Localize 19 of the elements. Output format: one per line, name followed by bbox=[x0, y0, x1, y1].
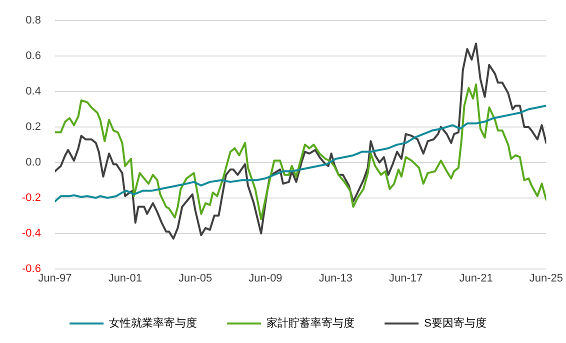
x-tick-label: Jun-09 bbox=[248, 272, 282, 284]
y-tick-label: 0.0 bbox=[26, 156, 41, 168]
x-tick-label: Jun-17 bbox=[389, 272, 423, 284]
legend-label: S要因寄与度 bbox=[424, 316, 486, 330]
y-tick-label: -0.2 bbox=[22, 192, 41, 204]
y-tick-label: 0.8 bbox=[26, 14, 41, 27]
legend-label: 女性就業率寄与度 bbox=[109, 316, 198, 330]
legend-label: 家計貯蓄率寄与度 bbox=[266, 316, 355, 330]
x-tick-label: Jun-97 bbox=[38, 272, 72, 284]
x-tick-label: Jun-21 bbox=[459, 272, 493, 284]
y-tick-label: 0.6 bbox=[26, 50, 41, 62]
y-tick-label: -0.6 bbox=[22, 262, 41, 275]
y-tick-label: 0.2 bbox=[26, 121, 41, 134]
y-tick-label: -0.4 bbox=[22, 227, 41, 240]
x-tick-label: Jun-05 bbox=[178, 272, 212, 284]
x-tick-label: Jun-01 bbox=[108, 272, 142, 284]
y-tick-label: 0.4 bbox=[26, 86, 41, 98]
x-tick-label: Jun-13 bbox=[318, 272, 352, 284]
x-tick-label: Jun-25 bbox=[529, 272, 564, 284]
